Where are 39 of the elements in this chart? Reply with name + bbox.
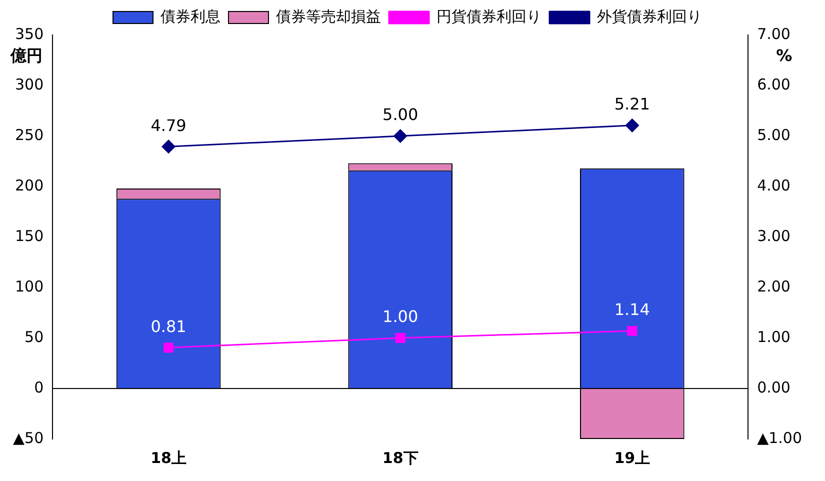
data-label: 0.81 (150, 316, 186, 336)
y2-tick-label: ▲1.00 (757, 428, 802, 447)
data-label: 1.00 (382, 307, 418, 326)
point (164, 342, 174, 353)
y2-tick-label: 5.00 (757, 126, 790, 144)
y-tick-label: 150 (14, 226, 44, 245)
y2-tick-label: 1.00 (757, 328, 790, 346)
point (395, 333, 406, 343)
y2-tick-label: 4.00 (757, 176, 790, 194)
y2-tick-label: 3.00 (757, 226, 790, 245)
y2-tick-label: 2.00 (757, 277, 790, 296)
legend-label: 債券利息 (160, 7, 220, 26)
y-tick-label: 250 (14, 126, 44, 144)
y-tick-label: 0 (34, 378, 44, 396)
y2-tick-label: 0.00 (757, 378, 790, 396)
point (625, 118, 639, 132)
data-label: 1.14 (614, 300, 650, 320)
legend-label: 外貨債券利回り (597, 7, 702, 26)
x-tick-label: 18下 (382, 448, 418, 467)
y-tick-label: 100 (14, 277, 44, 296)
data-label: 5.21 (614, 94, 650, 114)
x-tick-label: 19上 (614, 448, 650, 467)
data-label: 4.79 (150, 116, 186, 135)
point (627, 326, 638, 336)
point (394, 129, 408, 143)
y-tick-label: ▲50 (13, 428, 44, 447)
y2-tick-label: 6.00 (757, 75, 790, 94)
y-tick-label: 200 (14, 176, 44, 194)
y-tick-label: 300 (14, 75, 44, 94)
legend-label: 債券等売却損益 (276, 7, 381, 26)
y2-tick-label: 7.00 (757, 24, 790, 43)
y2-axis-title: % (776, 46, 792, 66)
data-label: 5.00 (382, 105, 418, 124)
point (162, 140, 176, 154)
y-axis-title: 億円 (10, 46, 43, 66)
legend-label: 円貨債券利回り (436, 7, 542, 26)
x-tick-label: 18上 (150, 448, 186, 467)
y-tick-label: 50 (24, 328, 44, 346)
y-tick-label: 350 (14, 24, 44, 43)
